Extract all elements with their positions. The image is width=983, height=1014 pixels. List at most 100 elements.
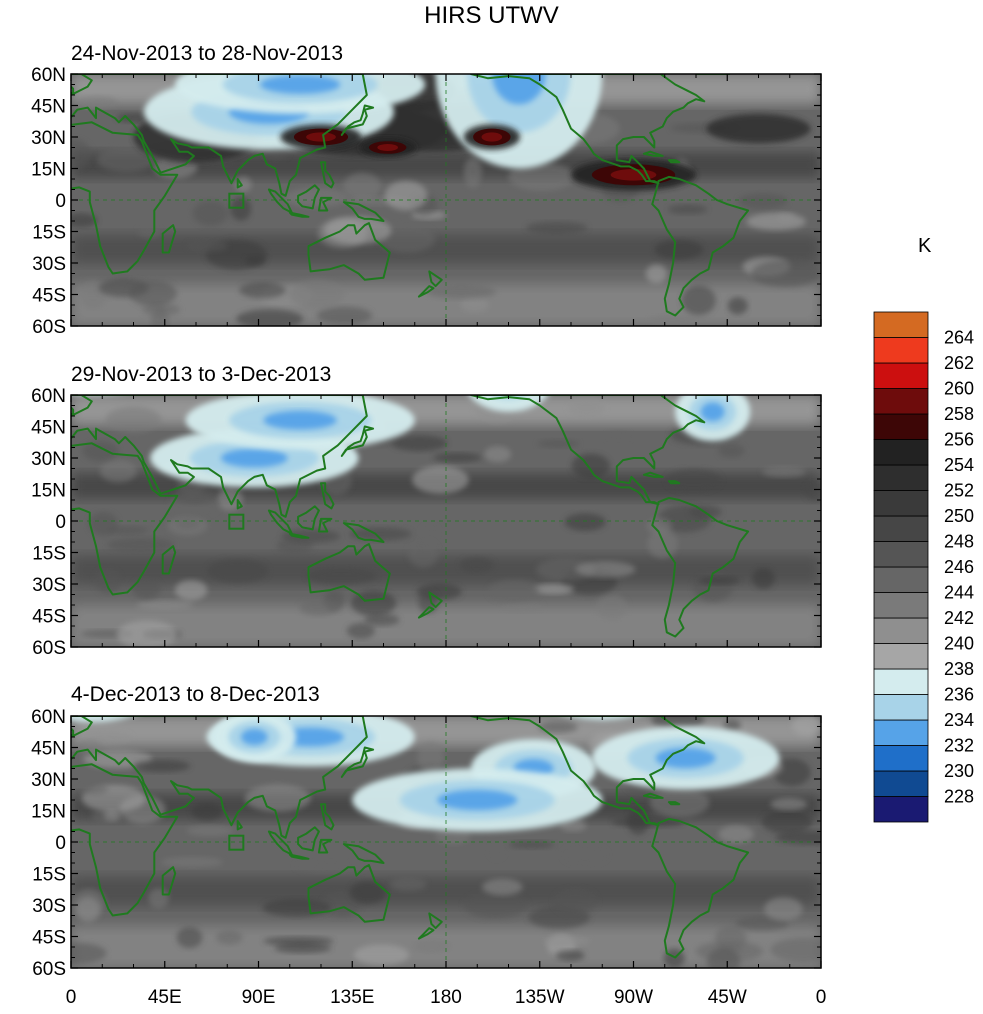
moist-zone-peak: [576, 659, 629, 689]
field-texture: [770, 797, 808, 811]
chart-title: HIRS UTWV: [424, 2, 559, 29]
colorbar-label: 252: [944, 481, 974, 501]
x-tick-label: 135E: [330, 987, 374, 1008]
hot-spot-core: [306, 132, 336, 142]
y-tick-label: 30N: [31, 449, 66, 470]
y-tick-label: 45N: [31, 739, 66, 760]
field-texture: [645, 264, 668, 284]
field-texture: [647, 529, 678, 559]
field-texture: [390, 877, 427, 891]
y-tick-label: 60N: [31, 386, 66, 407]
y-tick-label: 15S: [32, 223, 66, 244]
field-texture: [735, 916, 790, 931]
coastline-cuba: [642, 150, 664, 157]
coastline-cuba: [642, 792, 664, 799]
field-texture: [718, 825, 754, 844]
colorbar-label: 240: [944, 634, 974, 654]
y-tick-label: 30S: [32, 575, 66, 596]
field-texture: [776, 213, 796, 222]
coastline-japan: [340, 104, 375, 136]
field-texture: [192, 200, 229, 226]
colorbar-label: 260: [944, 379, 974, 399]
coastline-greatbritain: [71, 727, 75, 737]
map-panel-2: 60N 45N 30N 15N 0 15S 30S 45S 60S: [31, 353, 822, 659]
coastline-southamerica: [651, 496, 750, 638]
coastline-java: [288, 211, 310, 218]
coastline-nz_south: [417, 606, 435, 619]
x-tick-label: 90W: [614, 987, 653, 1008]
x-tick-label: 180: [430, 987, 462, 1008]
field-texture: [173, 486, 218, 504]
field-texture: [186, 239, 228, 253]
colorbar-box: [873, 362, 929, 389]
field-texture: [536, 558, 596, 582]
colorbar-box: [873, 694, 929, 721]
colorbar-label: 244: [944, 583, 974, 603]
field-texture: [75, 896, 101, 923]
moist-zone-peak: [260, 75, 341, 94]
field-texture: [413, 939, 451, 953]
field-texture: [482, 878, 523, 896]
field-texture: [666, 468, 721, 492]
x-tick-label: 0: [816, 987, 827, 1008]
x-tick-label: 90E: [242, 987, 276, 1008]
y-tick-label: 45S: [32, 607, 66, 628]
field-texture: [103, 809, 121, 822]
field-texture: [433, 452, 482, 463]
field-texture: [215, 930, 243, 945]
field-texture: [176, 517, 200, 529]
field-texture: [191, 803, 223, 821]
field-texture: [575, 561, 636, 578]
field-texture: [538, 721, 578, 733]
colorbar-label: 256: [944, 430, 974, 450]
coastline-cuba: [642, 471, 664, 478]
field-texture: [564, 513, 606, 531]
panel-3-title: 4-Dec-2013 to 8-Dec-2013: [71, 683, 320, 706]
y-tick-label: 60N: [31, 65, 66, 86]
colorbar-box: [873, 464, 929, 491]
field-texture: [751, 259, 821, 288]
field-texture: [698, 576, 740, 585]
field-texture: [346, 623, 376, 639]
utwv-field-1: [71, 74, 821, 326]
field-texture: [96, 147, 157, 172]
field-texture: [105, 406, 162, 433]
panel-2-title: 29-Nov-2013 to 3-Dec-2013: [71, 363, 332, 386]
coastline-newguinea: [342, 843, 385, 864]
coastline-eurasia: [71, 395, 368, 518]
map-panel-1: 60N 45N 30N 15N 0 15S 30S 45S 60S: [31, 65, 822, 338]
field-texture: [484, 446, 512, 463]
field-texture: [364, 613, 400, 626]
field-texture: [488, 579, 540, 603]
field-texture: [99, 459, 137, 483]
coastline-eurasia: [71, 74, 368, 197]
colorbar-box: [873, 311, 929, 338]
colorbar-label: 232: [944, 736, 974, 756]
field-texture: [792, 716, 821, 736]
coastline-srilanka: [236, 178, 243, 189]
field-texture: [805, 481, 821, 502]
panel-1-title: 24-Nov-2013 to 28-Nov-2013: [71, 42, 343, 65]
colorbar-label: 264: [944, 328, 974, 348]
field-texture: [775, 830, 821, 845]
coastline-sumatra: [267, 188, 293, 214]
field-texture: [174, 580, 208, 601]
field-texture: [82, 441, 119, 462]
field-texture: [417, 741, 445, 774]
colorbar-box: [873, 592, 929, 619]
moist-zone-core: [551, 645, 654, 702]
moist-zone-peak: [437, 789, 518, 811]
colorbar-box: [873, 770, 929, 797]
field-texture: [349, 527, 412, 541]
coastlines-2: [71, 395, 750, 638]
colorbar-box: [873, 541, 929, 568]
moist-zone-peak: [65, 353, 118, 373]
coastline-sumatra: [267, 509, 293, 535]
field-texture: [543, 936, 591, 946]
y-tick-label: 60S: [32, 317, 66, 338]
coastline-japan: [340, 425, 375, 457]
y-tick-label: 0: [55, 512, 66, 533]
region-box-marker: [228, 513, 245, 530]
field-texture: [94, 568, 121, 594]
field-texture: [71, 213, 98, 228]
